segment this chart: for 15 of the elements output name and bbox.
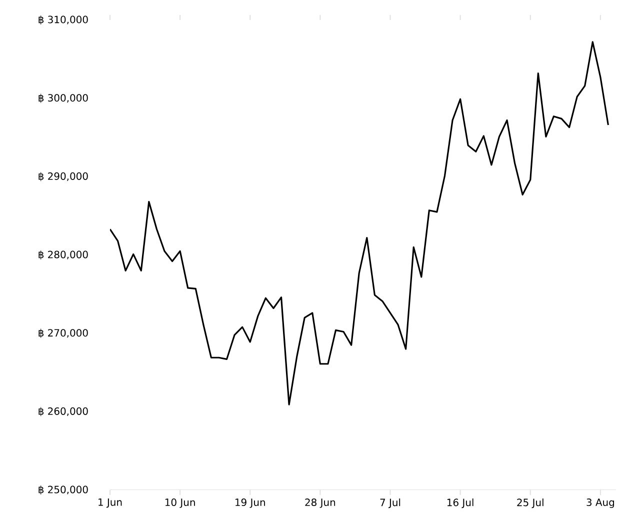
x-tick-label: 25 Jul [517,498,544,508]
y-tick-label: ฿ 250,000 [38,485,88,495]
y-tick-label: ฿ 310,000 [38,15,88,25]
x-tick-label: 10 Jun [165,498,195,508]
x-tick-label: 28 Jun [305,498,336,508]
y-tick-label: ฿ 270,000 [38,328,88,338]
y-tick-label: ฿ 260,000 [38,407,88,416]
x-tick-label: 1 Jun [98,498,122,508]
x-tick-label: 16 Jul [447,498,474,508]
y-tick-label: ฿ 290,000 [38,172,88,182]
x-tick-label: 3 Aug [586,498,614,508]
y-tick-label: ฿ 280,000 [38,250,88,260]
x-tick-label: 19 Jun [236,498,265,508]
y-tick-label: ฿ 300,000 [38,94,88,103]
x-tick-label: 7 Jul [380,498,400,508]
